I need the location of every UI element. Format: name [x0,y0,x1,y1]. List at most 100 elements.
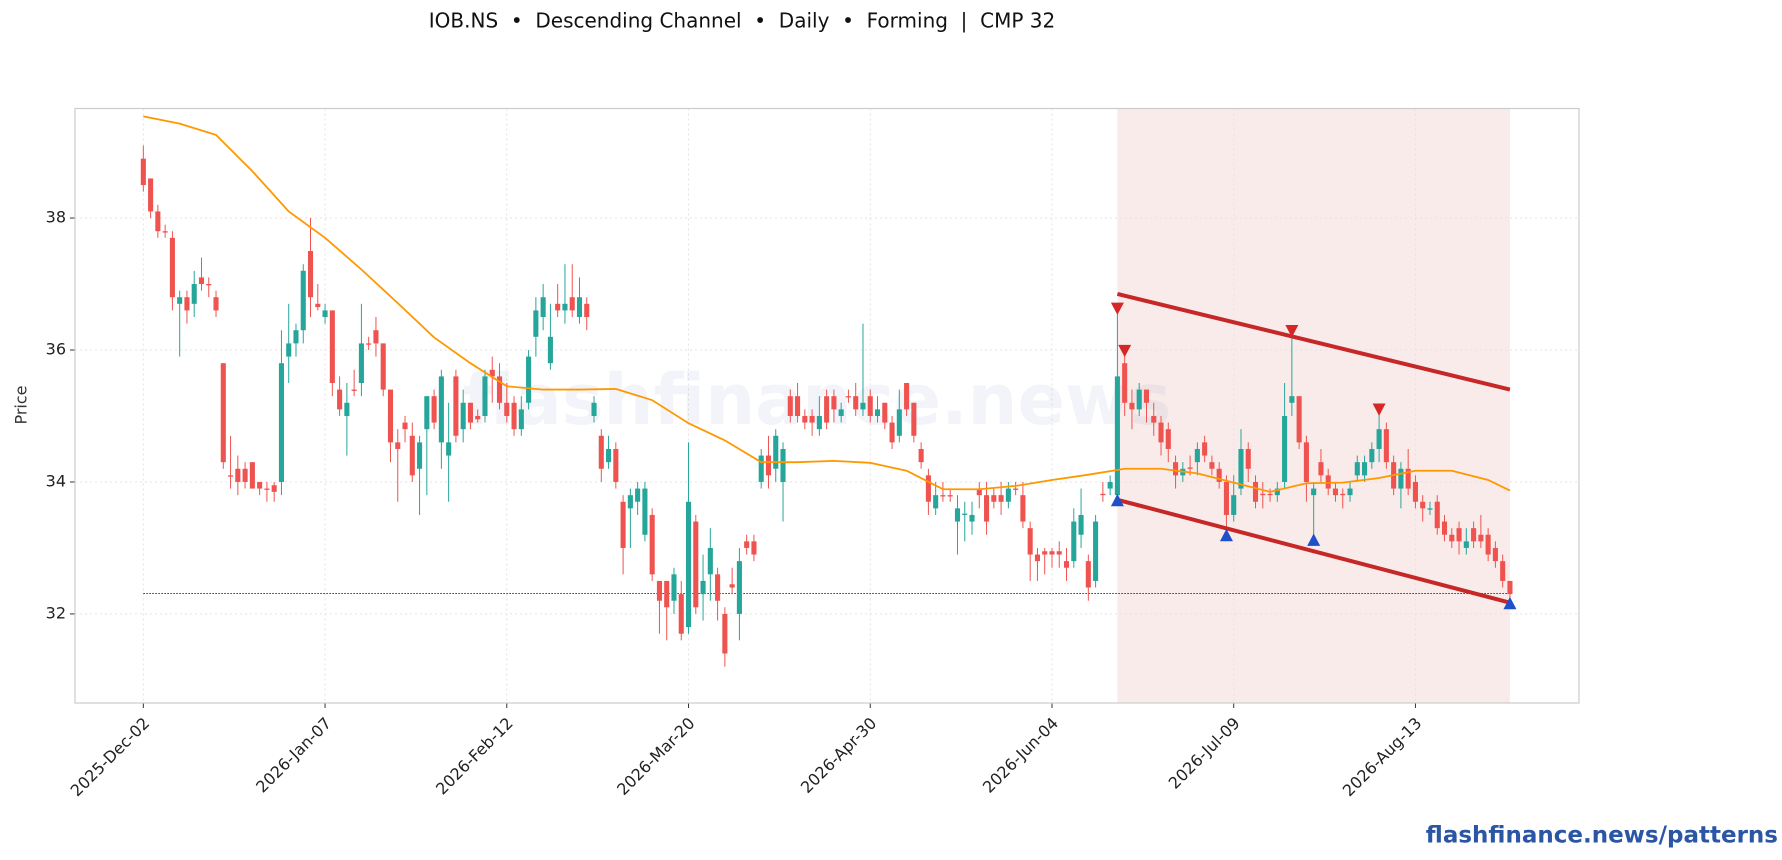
candle-body [1441,521,1448,535]
candle-body [315,303,321,308]
candle-body [1434,501,1440,529]
candle-body [1238,448,1244,489]
candle-body [991,495,997,502]
candle-body [482,376,488,416]
candle-body [228,475,234,477]
y-tick-label: 32 [46,603,66,622]
candle-body [1500,561,1506,581]
candle-body [402,422,408,430]
candle-body [1412,481,1418,502]
candle-body [620,501,626,548]
candle-body [300,270,306,331]
candle-body [1340,493,1346,496]
candle-body [671,574,677,601]
candle-body [424,396,430,430]
candle-body [511,402,517,430]
footer-link: flashfinance.news/patterns [1426,823,1778,849]
candle-body [1507,580,1513,595]
candle-body [547,336,553,364]
candle-body [649,514,655,575]
candle-body [933,495,939,509]
candle-body [518,409,524,430]
candle-body [642,488,648,535]
candle-body [1289,396,1295,403]
candle-body [191,284,197,304]
candle-body [1122,363,1128,403]
pivot-high-marker [1118,344,1132,358]
candle-body [1143,389,1150,403]
candle-body [1362,462,1368,476]
candle-body [962,513,968,515]
candle-body [954,508,961,522]
candle-body [1383,429,1389,463]
candle-body [656,580,662,601]
candle-body [242,468,248,482]
candle-body [453,376,459,436]
candle-body [773,435,779,469]
candle-body [918,448,924,463]
candle-body [293,330,299,344]
candle-body [417,442,423,469]
candle-body [606,448,612,463]
candle-body [685,501,692,628]
candle-body [845,396,851,398]
candle-body [1282,415,1288,482]
pivot-high-marker [1285,325,1299,338]
pivot-low-marker [1110,493,1124,507]
candle-body [1456,528,1462,542]
candle-body [758,455,764,482]
candle-body [998,495,1004,502]
candle-body [984,495,990,522]
y-axis-label: Price [12,385,31,424]
candle-body [1027,528,1033,555]
candle-body [824,396,830,423]
candle-body [329,310,335,383]
candle-body [874,409,881,416]
candle-body [896,409,902,436]
candle-body [1376,429,1382,449]
candle-body [1252,481,1259,502]
candle-body [627,495,633,509]
candle-body [148,178,154,212]
candle-body [177,297,183,304]
candle-body [271,485,277,492]
pivot-high-marker [1372,403,1386,416]
candle-body [664,580,670,608]
candle-body [715,574,721,601]
candle-body [1398,468,1404,489]
candle-body [235,468,241,482]
candle-body [1158,422,1164,443]
candle-body [337,389,343,410]
candle-body [1063,561,1070,568]
channel-upper [1116,291,1511,392]
candle-body [1034,554,1040,562]
candle-body [736,561,742,614]
candle-body [889,422,895,443]
candle-body [1471,528,1477,542]
candle-body [344,402,350,416]
candle-body [184,297,190,311]
candle-body [358,343,364,383]
plot-frame [74,107,1580,704]
candle-body [882,402,888,423]
pivot-low-marker [1503,596,1517,610]
candle-body [1449,534,1455,542]
candle-body [249,462,255,489]
candle-body [1347,488,1353,496]
candle-body [838,409,844,416]
candle-body [533,310,539,337]
candle-body [1231,495,1237,515]
candle-body [1005,488,1011,502]
candle-body [438,376,444,443]
candle-body [867,396,873,416]
candle-body [707,547,713,575]
candle-body [1107,481,1113,489]
candle-body [940,495,946,497]
candle-body [904,382,910,410]
candle-body [816,415,822,430]
candle-body [1056,551,1062,555]
candle-body [1492,547,1498,562]
candle-body [576,297,583,318]
candle-body [1216,468,1222,482]
